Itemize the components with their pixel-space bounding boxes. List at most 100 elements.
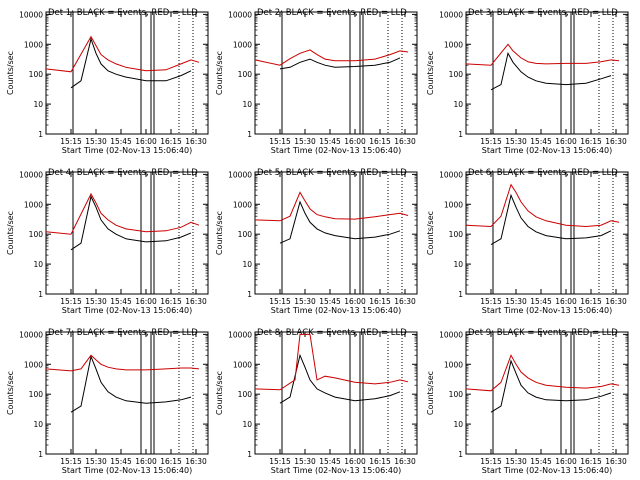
chart-title: Det 5: BLACK = Events, RED = LLD bbox=[257, 168, 407, 178]
x-tick-label: 15:30 bbox=[294, 457, 316, 466]
x-tick-label: 15:45 bbox=[530, 457, 552, 466]
x-tick-label: 16:00 bbox=[135, 137, 157, 146]
x-tick-label: 16:00 bbox=[555, 297, 577, 306]
y-tick-label: 10 bbox=[453, 260, 463, 269]
series-line-lld bbox=[465, 183, 620, 228]
x-tick-label: 15:45 bbox=[319, 457, 341, 466]
chart-title: Det 7: BLACK = Events, RED = LLD bbox=[48, 328, 198, 338]
chart-panel: Det 3: BLACK = Events, RED = LLD 1 10 100 10… bbox=[426, 8, 629, 155]
series-line-lld bbox=[45, 35, 200, 73]
series-line-events bbox=[70, 354, 192, 413]
series-line-lld bbox=[254, 333, 409, 391]
y-tick-label: 1 bbox=[247, 450, 252, 459]
x-tick-label: 16:15 bbox=[369, 137, 391, 146]
x-tick-label: 16:30 bbox=[394, 137, 416, 146]
x-tick-label: 15:15 bbox=[480, 137, 502, 146]
x-tick-label: 16:00 bbox=[555, 137, 577, 146]
y-tick-label: 100 bbox=[29, 230, 44, 239]
y-tick-label: 1 bbox=[458, 450, 463, 459]
x-tick-label: 16:30 bbox=[394, 457, 416, 466]
x-tick-label: 15:45 bbox=[530, 297, 552, 306]
y-tick-label: 10 bbox=[242, 420, 252, 429]
x-tick-label: 16:15 bbox=[369, 457, 391, 466]
x-tick-label: 16:00 bbox=[135, 457, 157, 466]
y-tick-label: 100 bbox=[449, 390, 464, 399]
y-tick-label: 10000 bbox=[228, 170, 252, 179]
y-axis-label: Counts/sec bbox=[215, 371, 224, 415]
series-line-events bbox=[279, 353, 401, 404]
series-line-lld bbox=[45, 192, 200, 235]
x-tick-label: 16:30 bbox=[605, 297, 627, 306]
y-tick-label: 100 bbox=[238, 230, 253, 239]
y-tick-label: 100 bbox=[449, 70, 464, 79]
y-tick-label: 1 bbox=[38, 130, 43, 139]
chart-title: Det 4: BLACK = Events, RED = LLD bbox=[48, 168, 198, 178]
chart-title: Det 3: BLACK = Events, RED = LLD bbox=[468, 8, 618, 18]
y-tick-label: 10000 bbox=[439, 10, 463, 19]
chart-panel: Det 8: BLACK = Events, RED = LLD 1 10 100 10… bbox=[215, 328, 418, 475]
x-tick-label: 16:15 bbox=[160, 297, 182, 306]
x-tick-label: 15:45 bbox=[110, 137, 132, 146]
plot-frame bbox=[45, 171, 209, 295]
x-axis-label: Start Time (02-Nov-13 15:06:40) bbox=[62, 146, 192, 155]
y-tick-label: 10000 bbox=[439, 330, 463, 339]
y-axis-label: Counts/sec bbox=[6, 371, 15, 415]
x-axis-label: Start Time (02-Nov-13 15:06:40) bbox=[62, 466, 192, 475]
plot-frame bbox=[45, 331, 209, 455]
chart-panel: Det 6: BLACK = Events, RED = LLD 1 10 100 10… bbox=[426, 168, 629, 315]
x-tick-label: 15:15 bbox=[480, 457, 502, 466]
x-tick-label: 15:15 bbox=[60, 137, 82, 146]
x-tick-label: 16:15 bbox=[580, 137, 602, 146]
plot-frame bbox=[465, 331, 629, 455]
x-tick-label: 15:45 bbox=[319, 137, 341, 146]
y-tick-label: 10000 bbox=[228, 10, 252, 19]
y-tick-label: 1000 bbox=[233, 360, 252, 369]
x-tick-label: 15:45 bbox=[110, 297, 132, 306]
x-tick-label: 15:15 bbox=[269, 137, 291, 146]
y-tick-label: 10 bbox=[242, 260, 252, 269]
y-tick-label: 10 bbox=[33, 100, 43, 109]
chart-panel: Det 1: BLACK = Events, RED = LLD 1 10 100 10… bbox=[6, 8, 209, 155]
x-tick-label: 15:30 bbox=[294, 297, 316, 306]
x-tick-label: 15:30 bbox=[85, 137, 107, 146]
y-axis-label: Counts/sec bbox=[426, 51, 435, 95]
x-tick-label: 16:00 bbox=[555, 457, 577, 466]
x-tick-label: 16:30 bbox=[605, 457, 627, 466]
y-tick-label: 1000 bbox=[24, 360, 43, 369]
y-tick-label: 1 bbox=[247, 130, 252, 139]
y-tick-label: 1000 bbox=[24, 200, 43, 209]
y-tick-label: 10 bbox=[33, 260, 43, 269]
x-tick-label: 16:00 bbox=[344, 297, 366, 306]
series-line-events bbox=[490, 359, 612, 413]
y-tick-label: 10000 bbox=[19, 170, 43, 179]
x-tick-label: 15:30 bbox=[505, 137, 527, 146]
x-tick-label: 15:15 bbox=[269, 457, 291, 466]
x-tick-label: 16:15 bbox=[580, 297, 602, 306]
x-axis-label: Start Time (02-Nov-13 15:06:40) bbox=[271, 306, 401, 315]
y-tick-label: 10000 bbox=[228, 330, 252, 339]
y-tick-label: 1000 bbox=[444, 200, 463, 209]
x-tick-label: 16:30 bbox=[605, 137, 627, 146]
x-tick-label: 15:45 bbox=[319, 297, 341, 306]
y-tick-label: 100 bbox=[29, 390, 44, 399]
chart-title: Det 2: BLACK = Events, RED = LLD bbox=[257, 8, 407, 18]
x-axis-label: Start Time (02-Nov-13 15:06:40) bbox=[271, 466, 401, 475]
x-tick-label: 15:30 bbox=[294, 137, 316, 146]
series-line-lld bbox=[465, 354, 620, 392]
series-line-events bbox=[490, 51, 612, 91]
series-line-events bbox=[70, 37, 192, 89]
x-tick-label: 16:30 bbox=[185, 457, 207, 466]
x-tick-label: 15:45 bbox=[110, 457, 132, 466]
x-tick-label: 16:30 bbox=[394, 297, 416, 306]
x-tick-label: 15:30 bbox=[505, 297, 527, 306]
chart-title: Det 6: BLACK = Events, RED = LLD bbox=[468, 168, 618, 178]
x-tick-label: 16:00 bbox=[344, 137, 366, 146]
y-axis-label: Counts/sec bbox=[426, 371, 435, 415]
x-tick-label: 16:15 bbox=[369, 297, 391, 306]
x-tick-label: 15:30 bbox=[505, 457, 527, 466]
series-line-events bbox=[490, 193, 612, 246]
y-tick-label: 1000 bbox=[233, 40, 252, 49]
plot-frame bbox=[465, 171, 629, 295]
x-tick-label: 15:15 bbox=[60, 457, 82, 466]
